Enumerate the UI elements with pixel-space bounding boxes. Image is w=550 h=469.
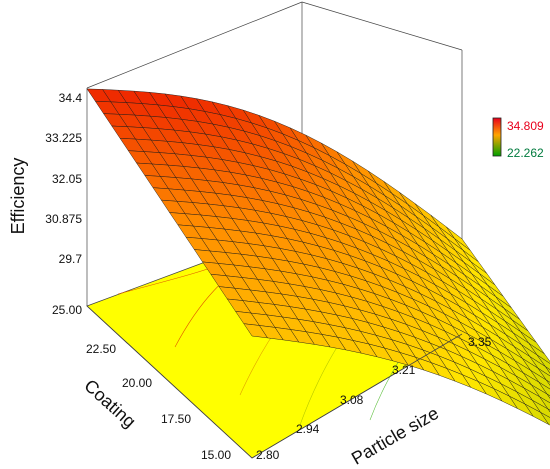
surface-cell (530, 370, 550, 390)
surface-cell (539, 396, 550, 411)
surface-cell (540, 412, 550, 426)
z-tick-label: 33.225 (45, 131, 82, 145)
surface-cell (537, 368, 550, 383)
z-tick-label: 29.7 (59, 252, 83, 266)
surface-cell (531, 384, 550, 404)
surface-cell (545, 366, 550, 374)
z-tick-label: 34.4 (59, 91, 83, 105)
surface-cell (532, 400, 550, 418)
y-tick-label: 25.00 (52, 303, 82, 317)
y-tick-label: 15.00 (201, 448, 231, 462)
surface-cell (538, 382, 550, 397)
colorbar: 34.809 22.262 (492, 117, 544, 160)
surface-cell (528, 343, 550, 364)
y-tick-label: 17.50 (161, 412, 191, 426)
x-axis-title: Particle size (348, 403, 442, 469)
z-axis: 34.4 33.225 32.05 30.875 29.7 Efficiency (8, 91, 82, 266)
x-tick-label: 2.94 (296, 422, 320, 436)
x-tick-label: 3.08 (340, 393, 364, 407)
z-tick-label: 30.875 (45, 212, 82, 226)
surface-cell (546, 393, 550, 399)
x-tick-label: 3.35 (468, 335, 492, 349)
response-surface (86, 88, 550, 426)
z-tick-label: 32.05 (52, 172, 82, 186)
z-axis-title: Efficiency (8, 158, 28, 235)
y-tick-label: 20.00 (122, 376, 152, 390)
colorbar-gradient (492, 117, 502, 157)
y-tick-label: 22.50 (86, 342, 116, 356)
surface-cell (529, 356, 550, 377)
surface-cell (536, 354, 550, 370)
x-tick-label: 2.80 (256, 448, 280, 462)
x-tick-label: 3.21 (392, 363, 416, 377)
surface-cell (546, 379, 550, 386)
colorbar-min-label: 22.262 (507, 146, 544, 160)
colorbar-max-label: 34.809 (507, 119, 544, 133)
